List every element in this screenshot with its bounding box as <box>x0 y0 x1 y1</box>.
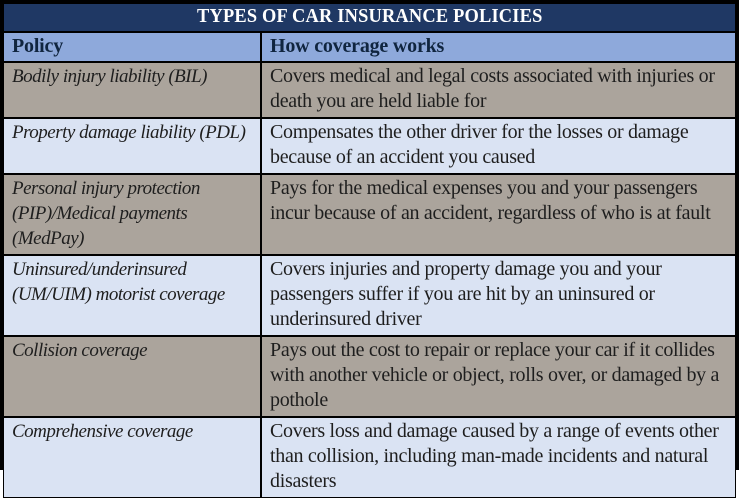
coverage-cell: Covers loss and damage caused by a range… <box>261 417 736 498</box>
coverage-cell: Pays out the cost to repair or replace y… <box>261 336 736 417</box>
coverage-cell: Covers injuries and property damage you … <box>261 255 736 336</box>
car-insurance-policies-table: TYPES OF CAR INSURANCE POLICIES Policy H… <box>3 3 736 498</box>
policy-cell: Personal injury protection (PIP)/Medical… <box>3 174 261 255</box>
table-header-row: Policy How coverage works <box>3 32 736 62</box>
table-row: Personal injury protection (PIP)/Medical… <box>3 174 736 255</box>
policy-cell: Collision coverage <box>3 336 261 417</box>
coverage-cell: Compensates the other driver for the los… <box>261 118 736 174</box>
table-title-row: TYPES OF CAR INSURANCE POLICIES <box>3 3 736 32</box>
policy-cell: Comprehensive coverage <box>3 417 261 498</box>
policy-cell: Uninsured/underinsured (UM/UIM) motorist… <box>3 255 261 336</box>
coverage-cell: Covers medical and legal costs associate… <box>261 62 736 118</box>
table-row: Property damage liability (PDL) Compensa… <box>3 118 736 174</box>
table-row: Bodily injury liability (BIL) Covers med… <box>3 62 736 118</box>
policy-cell: Property damage liability (PDL) <box>3 118 261 174</box>
table-row: Collision coverage Pays out the cost to … <box>3 336 736 417</box>
column-header-policy: Policy <box>3 32 261 62</box>
table-title: TYPES OF CAR INSURANCE POLICIES <box>3 3 736 32</box>
table-title-text: TYPES OF CAR INSURANCE POLICIES <box>196 5 543 27</box>
table-body: Bodily injury liability (BIL) Covers med… <box>3 62 736 498</box>
coverage-cell: Pays for the medical expenses you and yo… <box>261 174 736 255</box>
policy-cell: Bodily injury liability (BIL) <box>3 62 261 118</box>
table-row: Comprehensive coverage Covers loss and d… <box>3 417 736 498</box>
column-header-coverage: How coverage works <box>261 32 736 62</box>
table-row: Uninsured/underinsured (UM/UIM) motorist… <box>3 255 736 336</box>
